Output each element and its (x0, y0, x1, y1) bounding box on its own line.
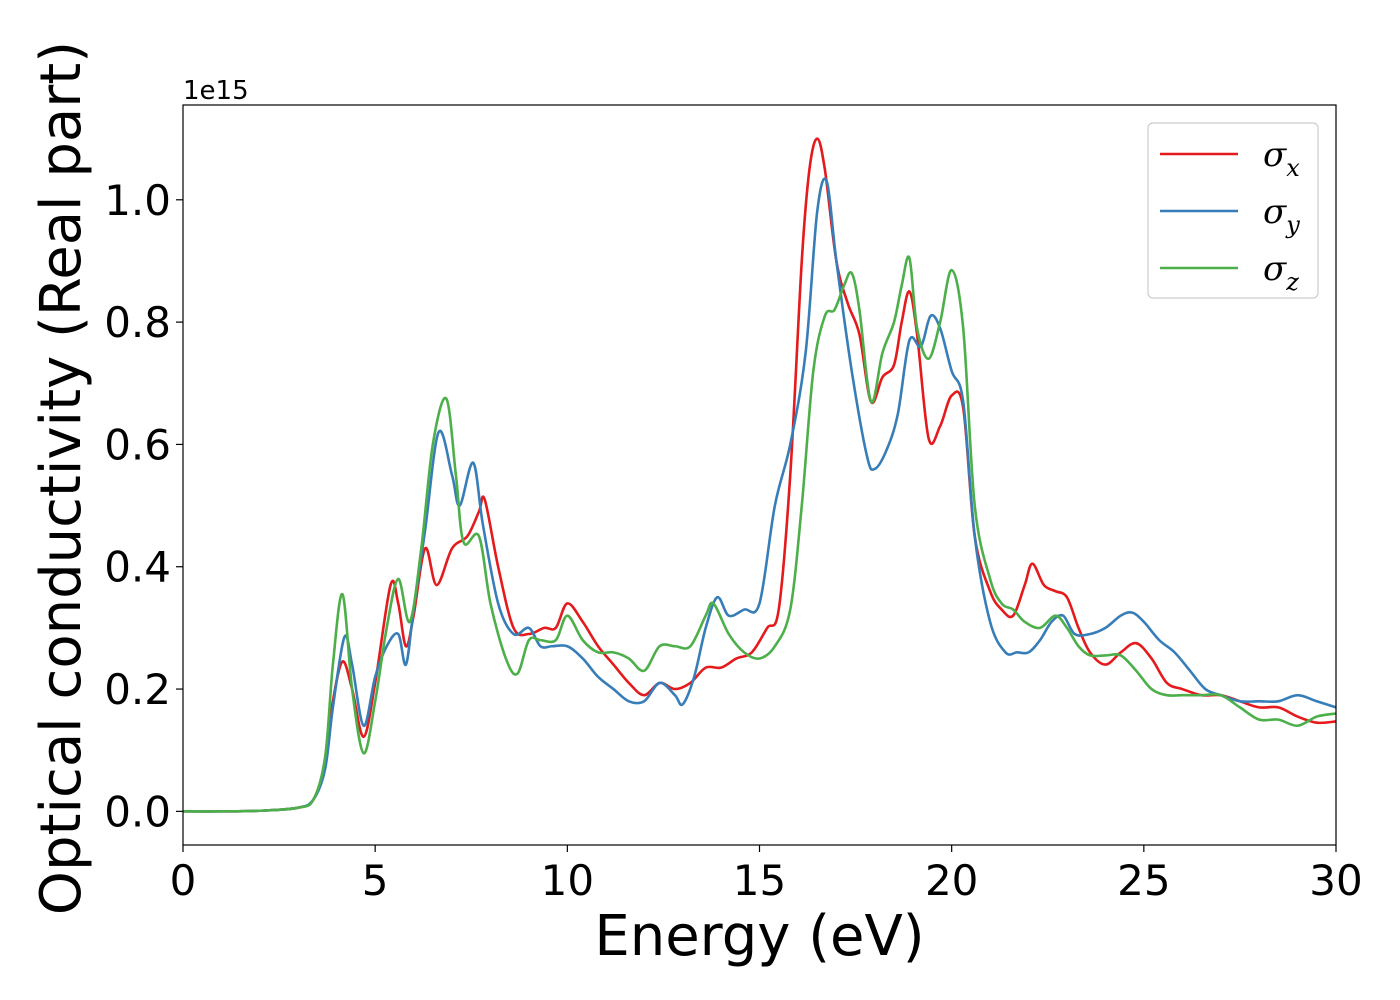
y-tick-label: 0.4 (104, 543, 171, 592)
x-tick-label: 5 (362, 856, 389, 905)
x-tick-label: 30 (1309, 856, 1362, 905)
x-axis-label: Energy (eV) (594, 904, 924, 969)
x-tick-label: 20 (925, 856, 978, 905)
x-tick-label: 10 (541, 856, 594, 905)
y-tick-label: 0.2 (104, 665, 171, 714)
series-line-z (183, 255, 1336, 813)
legend-label-y: σy (1263, 192, 1300, 239)
x-tick-label: 25 (1117, 856, 1170, 905)
legend-label-z: σz (1263, 249, 1299, 296)
y-tick-label: 0.6 (104, 420, 171, 469)
y-tick-label: 0.8 (104, 298, 171, 347)
x-axis: 0 5 10 15 20 25 30 (170, 845, 1363, 905)
y-tick-label: 1.0 (104, 176, 171, 225)
y-axis-label: Optical conductivity (Real part) (29, 41, 94, 915)
y-tick-label: 0.0 (104, 787, 171, 836)
x-tick-label: 15 (733, 856, 786, 905)
x-tick-label: 0 (170, 856, 197, 905)
series-layer (183, 137, 1336, 813)
y-axis-offset-label: 1e15 (183, 76, 249, 106)
legend-label-x: σx (1263, 135, 1300, 182)
y-axis: 0.0 0.2 0.4 0.6 0.8 1.0 (104, 176, 183, 836)
legend: σx σy σz (1147, 122, 1319, 299)
